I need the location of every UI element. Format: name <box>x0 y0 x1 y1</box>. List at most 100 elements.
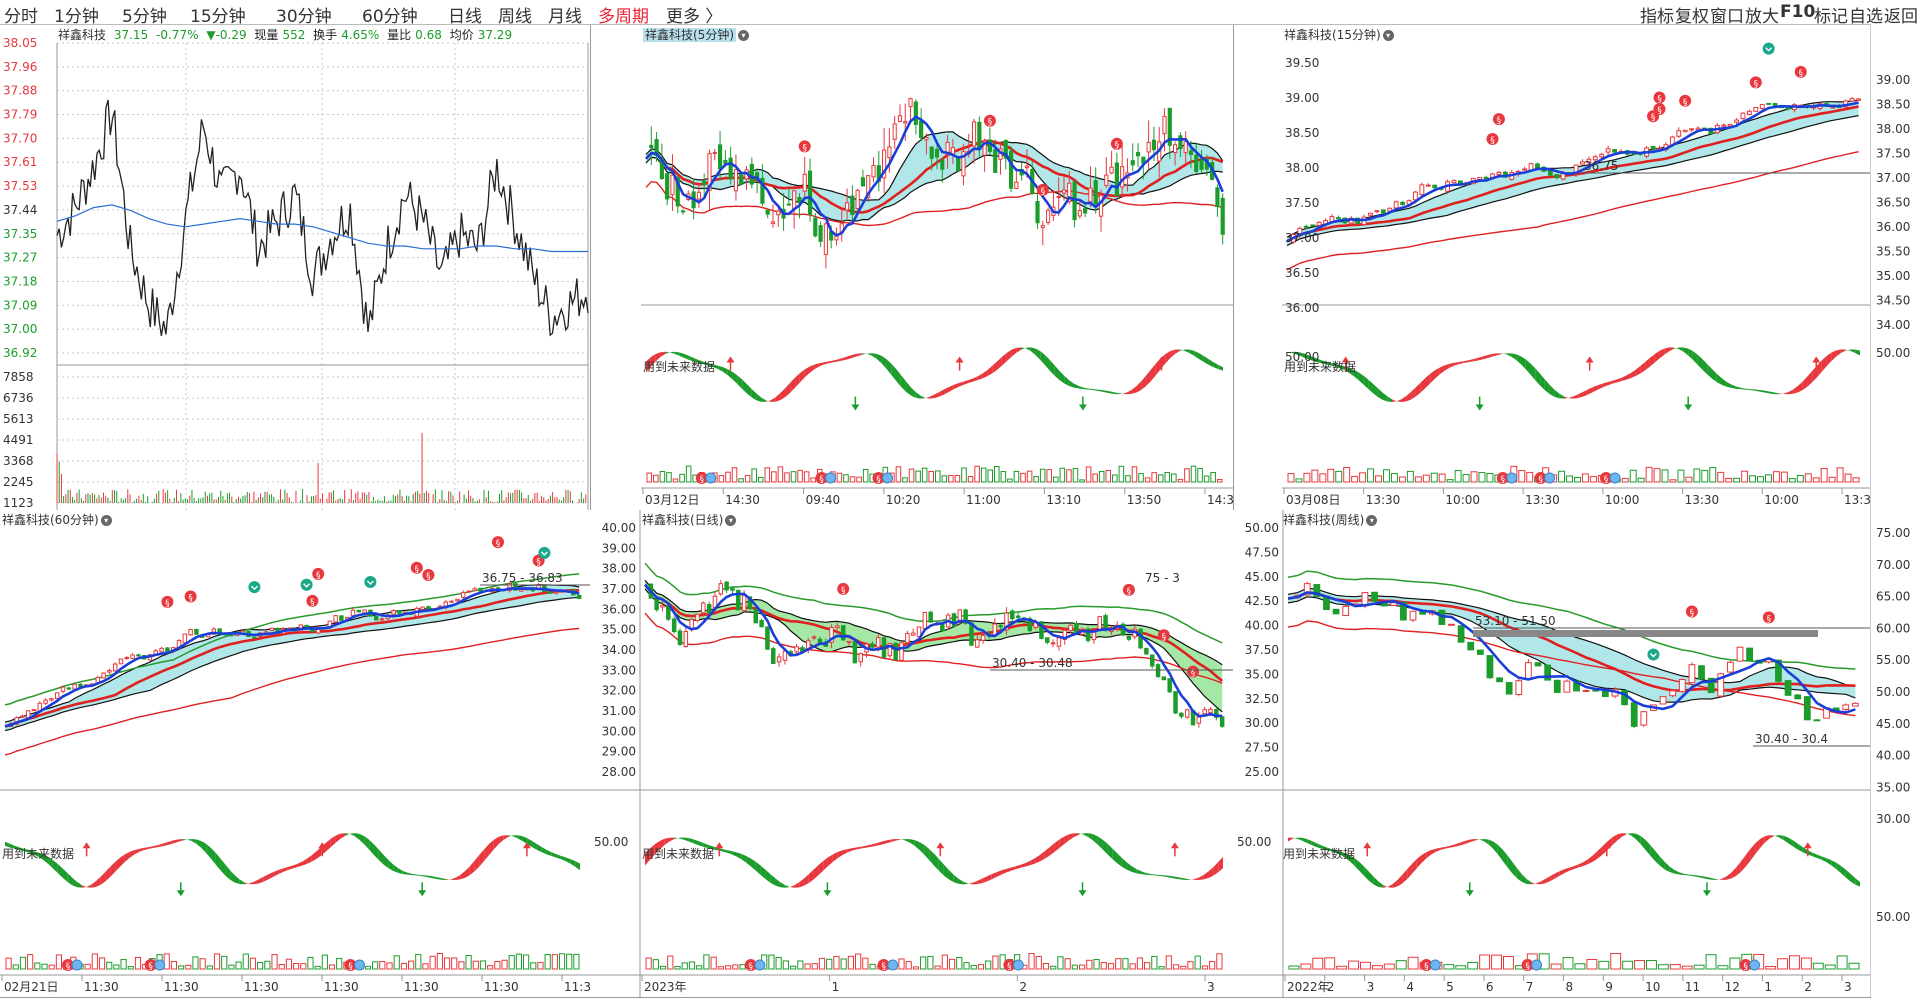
volume-bar <box>530 962 537 970</box>
tab-8[interactable]: 月线 <box>548 7 582 27</box>
oscillator-ribbon <box>760 865 766 880</box>
candle-body <box>654 597 659 611</box>
oscillator-ribbon <box>1325 361 1330 366</box>
candle-body <box>1039 621 1044 639</box>
tool-3[interactable]: 放大 <box>1745 7 1779 27</box>
volume-bar <box>1197 467 1203 483</box>
down-arrow-icon <box>176 890 185 897</box>
candle-body <box>776 656 782 663</box>
oscillator-ribbon <box>1049 843 1055 856</box>
chevron-down-icon[interactable]: ▾ <box>100 515 112 526</box>
oscillator-ribbon <box>1540 878 1546 885</box>
m5-pane[interactable]: § § § § § § § 03月12日 14:30 09:40 10:20 11:00 13:10 13… <box>641 25 1234 511</box>
date-axis-label: 11:30 <box>484 980 519 994</box>
candle-body <box>1486 655 1494 679</box>
tab-10[interactable]: 更多 〉 <box>666 7 723 27</box>
chevron-down-icon[interactable]: ▾ <box>725 515 737 526</box>
tab-1[interactable]: 1分钟 <box>54 7 99 27</box>
chevron-down-icon[interactable]: ▾ <box>1382 30 1394 41</box>
oscillator-ribbon <box>1045 355 1050 371</box>
tool-6[interactable]: 自选 <box>1849 7 1883 27</box>
blue-ma-line <box>1286 101 1859 243</box>
oscillator-ribbon <box>779 881 785 888</box>
tool-1[interactable]: 复权 <box>1675 7 1709 27</box>
oscillator-ribbon <box>654 841 660 855</box>
tab-5[interactable]: 60分钟 <box>362 7 418 27</box>
oscillator-ribbon <box>1578 861 1584 868</box>
tab-4[interactable]: 30分钟 <box>276 7 332 27</box>
volume-bar <box>718 475 725 483</box>
oscillator-ribbon <box>345 833 350 836</box>
oscillator-ribbon <box>1587 387 1593 395</box>
oscillator-ribbon <box>474 854 480 872</box>
price-axis-label: 70.00 <box>1876 558 1910 572</box>
chevron-down-icon[interactable]: ▾ <box>1366 515 1378 526</box>
price-axis-label: 37.27 <box>3 251 37 265</box>
oscillator-ribbon <box>895 839 901 841</box>
volume-bar <box>1725 477 1733 483</box>
tab-3[interactable]: 15分钟 <box>190 7 246 27</box>
volume-bar <box>717 966 724 970</box>
volume-bar <box>472 960 479 970</box>
sell-signal-icon <box>837 582 850 595</box>
candle-body <box>733 169 739 192</box>
volume-bar <box>1836 955 1848 970</box>
volume-bar <box>1566 475 1573 483</box>
tool-7[interactable]: 返回 <box>1884 7 1918 27</box>
candle-body <box>1650 145 1656 150</box>
oscillator-ribbon <box>1535 881 1541 885</box>
date-axis-label: 03月08日 <box>1286 493 1341 507</box>
oscillator-ribbon <box>828 854 833 867</box>
tab-6[interactable]: 日线 <box>448 7 482 27</box>
oscillator-ribbon <box>750 858 756 871</box>
oscillator-ribbon <box>172 839 178 844</box>
chevron-down-icon[interactable]: ▾ <box>738 30 749 41</box>
candle-body <box>919 120 924 139</box>
tool-2[interactable]: 窗口 <box>1710 7 1744 27</box>
tool-4[interactable]: F10 <box>1780 2 1816 22</box>
tab-7[interactable]: 周线 <box>498 7 532 27</box>
oscillator-ribbon <box>1635 833 1641 845</box>
m15-pane[interactable]: § § § § § § § § 36.75 § § § 03月08日 13:30 10:00 13:30 10:… <box>1282 25 1871 511</box>
oscillator-ribbon <box>1107 843 1113 859</box>
volume-bar <box>751 468 757 483</box>
tab-2[interactable]: 5分钟 <box>122 7 167 27</box>
signal-glyph: § <box>700 475 705 485</box>
oscillator-ribbon <box>1194 877 1199 880</box>
oscillator-ribbon <box>1372 383 1378 397</box>
vol-axis-label: 6736 <box>3 391 34 405</box>
oscillator-ribbon <box>33 851 39 857</box>
tool-0[interactable]: 指标 <box>1640 7 1674 27</box>
intraday-pane[interactable]: 38.051.63%37.961.40%37.881.16%37.790.93%… <box>0 25 591 511</box>
candle-body <box>1640 711 1648 726</box>
candle-body <box>765 209 770 215</box>
signal-glyph: § <box>1007 962 1012 972</box>
candle-body <box>1199 159 1204 170</box>
daily-pane[interactable]: 40.00 39.00 38.00 37.00 36.00 35.00 34.00 33.00… <box>590 510 1234 998</box>
oscillator-ribbon <box>1583 858 1589 866</box>
oscillator-ribbon <box>1593 850 1598 862</box>
volume-bar <box>1371 965 1383 970</box>
candle-body <box>1496 171 1502 176</box>
m60-pane[interactable]: § § § § § § § § 36.75 - 36.83 § § § 02月21日 11:30 11:30… <box>0 510 591 998</box>
volume-bar <box>27 954 34 970</box>
tab-0[interactable]: 分时 <box>4 7 38 27</box>
tab-9[interactable]: 多周期 <box>598 7 649 27</box>
candle-body <box>730 588 735 591</box>
oscillator-ribbon <box>431 876 437 879</box>
volume-bar <box>127 966 134 970</box>
oscillator-ribbon <box>649 844 655 861</box>
signal-glyph: § <box>881 962 886 972</box>
signal-glyph: § <box>1162 632 1167 642</box>
date-axis-label: 6 <box>1486 980 1494 994</box>
oscillator-ribbon <box>746 855 751 867</box>
volume-bar <box>1812 477 1820 483</box>
date-axis-label: 13:30 <box>1366 493 1401 507</box>
oscillator-ribbon <box>1817 854 1822 860</box>
sell-signal-icon <box>1679 94 1692 107</box>
oscillator-ribbon <box>674 351 680 356</box>
volume-bar <box>934 965 941 970</box>
weekly-pane[interactable]: 50.00 47.50 45.00 42.50 40.00 37.50 35.00 32.50… <box>1233 510 1871 998</box>
tool-5[interactable]: 标记 <box>1814 7 1848 27</box>
candle-body <box>846 640 852 644</box>
